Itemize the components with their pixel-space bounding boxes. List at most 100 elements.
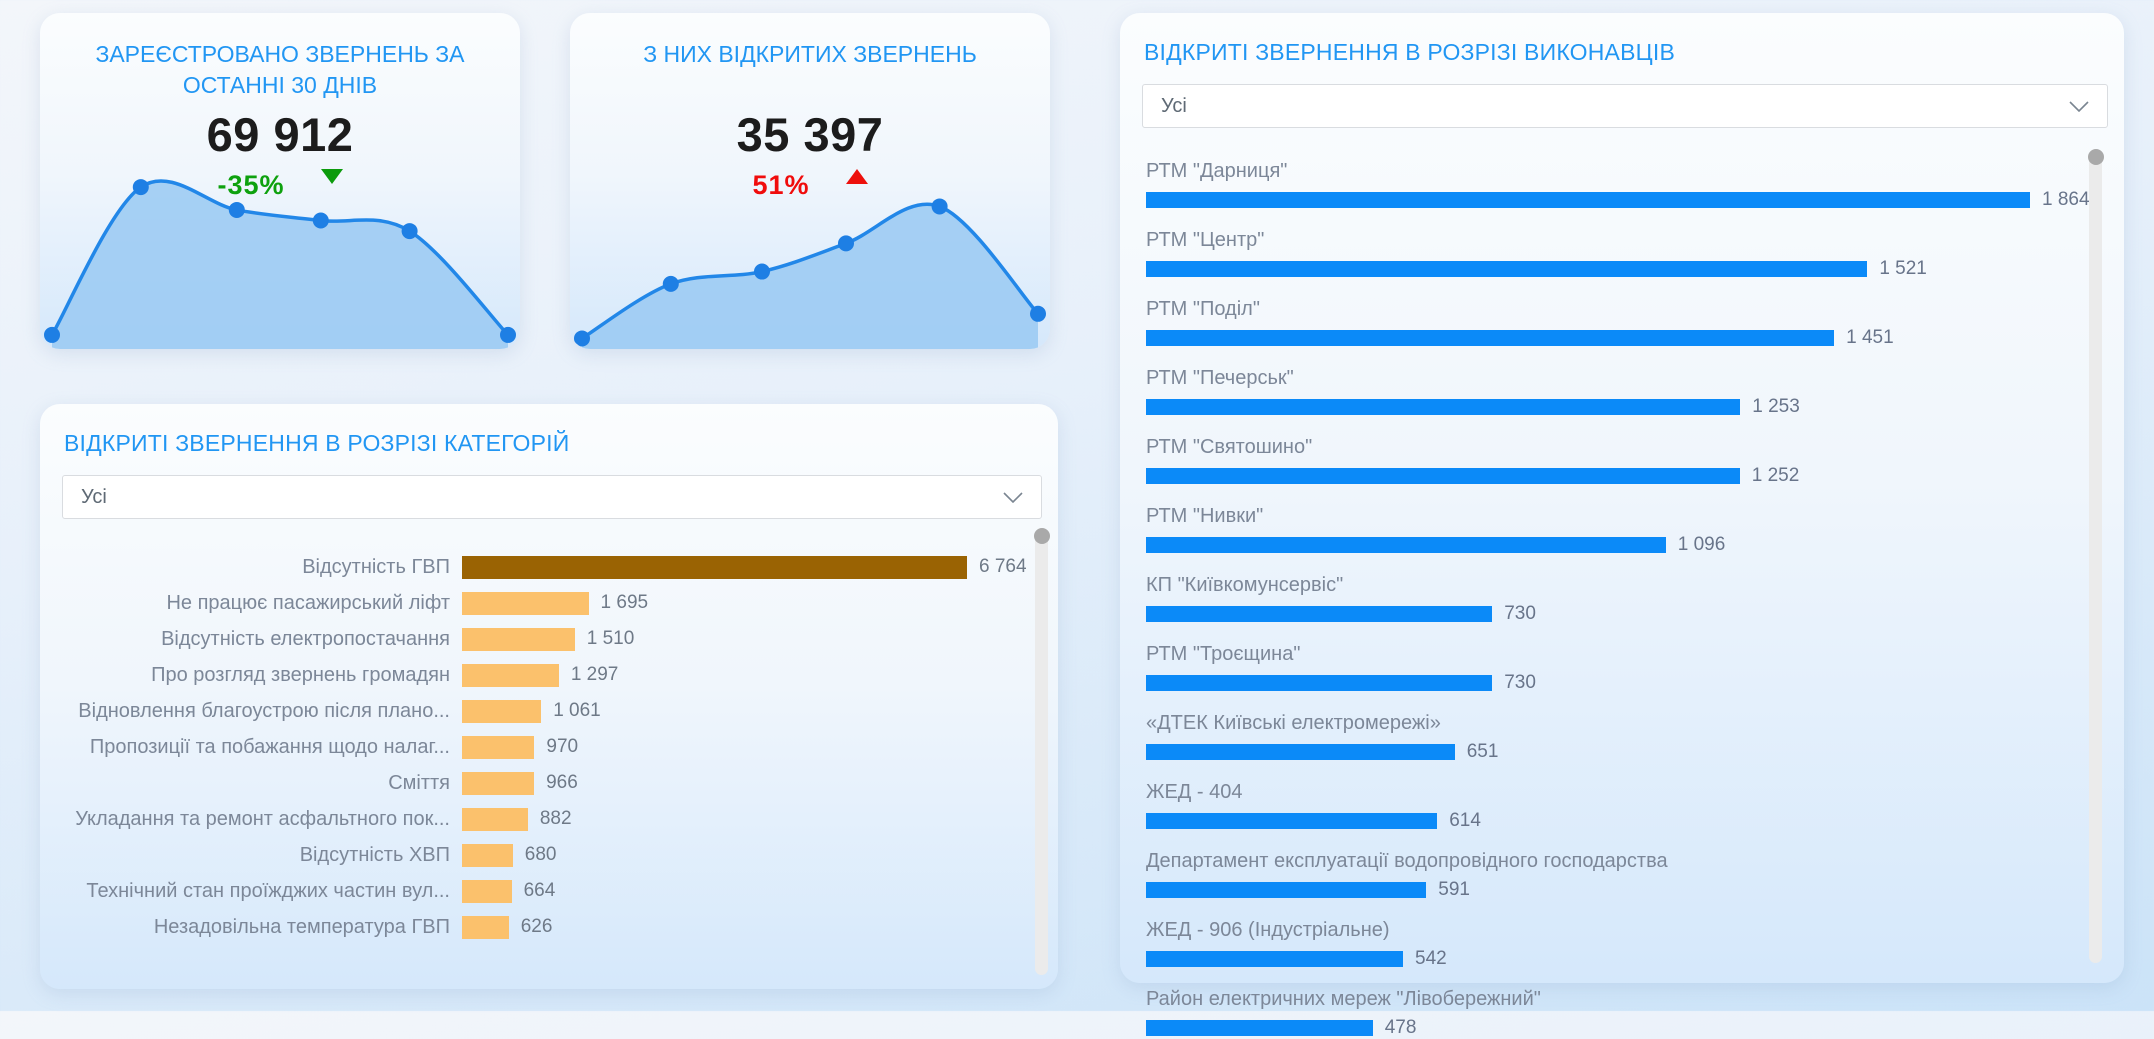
bar-value: 882: [539, 808, 572, 829]
category-label: Відсутність електропостачання: [161, 627, 450, 650]
executor-label: РТМ "Святошино": [1146, 436, 1313, 458]
bar-value: 1 521: [1879, 258, 1927, 279]
executor-label: КП "Київкомунсервіс": [1146, 574, 1344, 596]
executor-row: КП "Київкомунсервіс" 730: [1146, 574, 2054, 625]
executor-filter-dropdown[interactable]: Усі: [1142, 84, 2108, 128]
bar-value: 591: [1438, 879, 1470, 900]
category-bar[interactable]: [462, 771, 535, 795]
executor-row: РТМ "Нивки" 1 096: [1146, 505, 2054, 556]
category-row: Технічний стан проїжджих частин вул... 66…: [70, 873, 1058, 909]
sparkline-chart[interactable]: [570, 173, 1050, 349]
category-label: Відновлення благоустрою після плано...: [78, 699, 450, 722]
dropdown-value: Усі: [81, 485, 107, 508]
trend-up-icon: [845, 169, 868, 184]
data-point: [1030, 305, 1046, 322]
category-bar[interactable]: [462, 591, 589, 615]
bar-value: 478: [1384, 1017, 1417, 1038]
scrollbar[interactable]: [2087, 149, 2104, 963]
bar-value: 970: [546, 736, 579, 757]
executor-bar[interactable]: [1146, 675, 1493, 691]
category-row: Незадовільна температура ГВП 626: [70, 909, 1058, 945]
executor-bar[interactable]: [1146, 606, 1493, 622]
data-point: [662, 275, 679, 292]
data-point: [838, 235, 854, 252]
executor-bar[interactable]: [1146, 399, 1741, 415]
category-bar[interactable]: [462, 627, 575, 651]
executor-label: РТМ "Троєщина": [1146, 643, 1301, 665]
category-row: Укладання та ремонт асфальтного пок... 88…: [70, 801, 1058, 837]
executor-row: РТМ "Поділ" 1 451: [1146, 298, 2054, 349]
bar-value: 626: [520, 916, 553, 937]
executor-row: «ДТЕК Київські електромережі» 651: [1146, 712, 2054, 763]
executor-label: РТМ "Поділ": [1146, 298, 1260, 320]
bar-value: 966: [546, 772, 578, 793]
bar-value: 6 764: [979, 556, 1027, 577]
category-bar[interactable]: [462, 843, 513, 867]
category-bar[interactable]: [462, 699, 542, 723]
executors-panel: ВІДКРИТІ ЗВЕРНЕННЯ В РОЗРІЗІ ВИКОНАВЦІВ …: [1120, 13, 2124, 1038]
chevron-down-icon: [1003, 491, 1023, 503]
bar-value: 1 510: [586, 628, 635, 649]
executor-row: РТМ "Печерськ" 1 253: [1146, 367, 2054, 418]
bar-value: 730: [1504, 603, 1536, 624]
executor-row: Район електричних мереж "Лівобережний" 47…: [1146, 988, 2054, 1039]
scrollbar[interactable]: [1033, 528, 1050, 975]
data-point: [401, 223, 418, 240]
category-label: Укладання та ремонт асфальтного пок...: [75, 807, 450, 830]
bar-value: 1 864: [2042, 189, 2090, 210]
category-bar[interactable]: [462, 879, 512, 903]
category-row: Відновлення благоустрою після плано... 1 …: [70, 693, 1058, 729]
executor-bar[interactable]: [1146, 882, 1427, 898]
category-label: Технічний стан проїжджих частин вул...: [86, 879, 450, 902]
kpi-card-registered: ЗАРЕЄСТРОВАНО ЗВЕРНЕНЬ ЗА ОСТАННІ 30 ДНІ…: [40, 13, 520, 349]
executor-bar[interactable]: [1146, 261, 1868, 277]
executor-bar[interactable]: [1146, 1020, 1373, 1036]
executor-bar[interactable]: [1146, 813, 1438, 829]
kpi-title: З НИХ ВІДКРИТИХ ЗВЕРНЕНЬ: [643, 41, 977, 67]
executor-row: Департамент експлуатації водопровідного …: [1146, 850, 2054, 901]
category-bar[interactable]: [462, 555, 967, 579]
category-filter-dropdown[interactable]: Усі: [62, 475, 1042, 519]
executor-bar[interactable]: [1146, 330, 1835, 346]
executor-bar[interactable]: [1146, 744, 1455, 760]
executor-row: РТМ "Троєщина" 730: [1146, 643, 2054, 694]
executor-bar[interactable]: [1146, 951, 1404, 967]
panel-title: ВІДКРИТІ ЗВЕРНЕННЯ В РОЗРІЗІ КАТЕГОРІЙ: [64, 430, 570, 456]
bar-value: 664: [523, 880, 556, 901]
scrollbar-thumb[interactable]: [1033, 528, 1050, 544]
executor-bar[interactable]: [1146, 192, 2030, 208]
category-row: Відсутність ГВП 6 764: [70, 549, 1058, 585]
chevron-down-icon: [2069, 100, 2089, 112]
bar-value: 1 451: [1846, 327, 1894, 348]
bar-value: 542: [1415, 948, 1447, 969]
category-row: Відсутність ХВП 680: [70, 837, 1058, 873]
executor-label: РТМ "Печерськ": [1146, 367, 1294, 389]
executor-bar[interactable]: [1146, 537, 1666, 553]
category-bar[interactable]: [462, 735, 535, 759]
bar-value: 651: [1466, 741, 1499, 762]
kpi-value: 35 397: [736, 108, 884, 161]
kpi-title: ЗАРЕЄСТРОВАНО ЗВЕРНЕНЬ ЗА ОСТАННІ 30 ДНІ…: [95, 41, 465, 99]
categories-panel: ВІДКРИТІ ЗВЕРНЕННЯ В РОЗРІЗІ КАТЕГОРІЙ У…: [40, 404, 1058, 989]
executor-label: ЖЕД - 906 (Індустріальне): [1146, 919, 1390, 941]
category-bar[interactable]: [462, 915, 509, 939]
category-label: Не працює пасажирський ліфт: [166, 591, 450, 614]
category-bar[interactable]: [462, 807, 528, 831]
category-bar[interactable]: [462, 663, 559, 687]
executor-row: ЖЕД - 404 614: [1146, 781, 2054, 832]
bar-value: 730: [1504, 672, 1536, 693]
data-point: [574, 330, 590, 347]
data-point: [228, 201, 245, 218]
bar-value: 1 061: [553, 700, 601, 721]
sparkline-chart[interactable]: [40, 173, 520, 349]
scrollbar-thumb[interactable]: [2087, 149, 2104, 165]
data-point: [312, 212, 329, 229]
category-label: Сміття: [388, 771, 450, 794]
executor-label: ЖЕД - 404: [1146, 781, 1243, 803]
category-row: Сміття 966: [70, 765, 1058, 801]
executor-bar[interactable]: [1146, 468, 1740, 484]
executor-row: РТМ "Дарниця" 1 864: [1146, 160, 2090, 211]
bar-value: 1 096: [1677, 534, 1726, 555]
category-label: Пропозиції та побажання щодо налаг...: [89, 735, 450, 758]
bar-value: 614: [1449, 810, 1481, 831]
